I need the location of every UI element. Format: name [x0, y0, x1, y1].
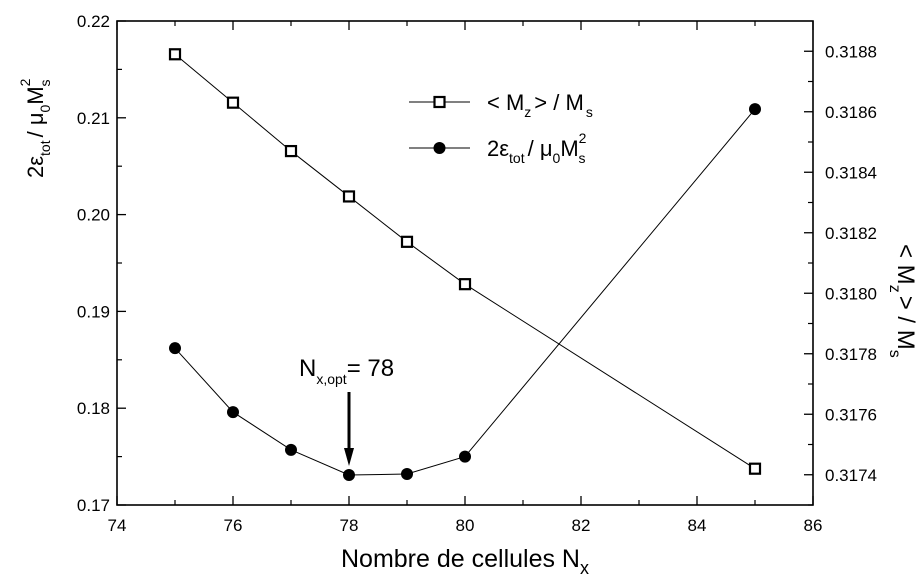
- y-left-tick-label: 0.19: [77, 302, 110, 321]
- y-right-tick-label: 0.3176: [825, 405, 877, 424]
- y-right-tick-label: 0.3180: [825, 284, 877, 303]
- series-1-point: [227, 406, 239, 419]
- series-0-line: [174, 53, 756, 470]
- y-left-tick-label: 0.22: [77, 12, 110, 31]
- series-0-point: [226, 96, 240, 109]
- x-tick-label: 76: [224, 516, 243, 535]
- y-right-tick-label: 0.3174: [825, 466, 877, 485]
- x-tick-label: 84: [688, 516, 707, 535]
- x-axis-title: Nombre de cellules Nx: [341, 545, 589, 578]
- series-1-point: [459, 450, 471, 463]
- y-right-tick-label: 0.3182: [825, 224, 877, 243]
- series-1-point: [401, 468, 413, 481]
- y-right-tick-label: 0.3184: [825, 163, 877, 182]
- series-1-point: [169, 342, 181, 355]
- series-0-point: [458, 278, 472, 291]
- series-1-point: [749, 103, 761, 116]
- series-0-point: [400, 235, 414, 248]
- y-left-axis-formula: 2εtot/ μ0M2 s: [17, 78, 53, 178]
- x-tick-label: 86: [804, 516, 823, 535]
- y-right-axis-title: < Mz> / Ms: [886, 244, 919, 358]
- series-1-point: [285, 443, 297, 456]
- annotation-label: Nx,opt= 78: [299, 355, 394, 387]
- series-0-point: [342, 190, 356, 203]
- series-1-line: [174, 108, 756, 476]
- x-tick-label: 80: [456, 516, 475, 535]
- series-0-point: [284, 144, 298, 158]
- x-tick-label: 82: [572, 516, 591, 535]
- y-left-tick-label: 0.20: [77, 206, 110, 225]
- legend-marker: [433, 142, 446, 154]
- annotation-arrowhead: [344, 448, 354, 466]
- y-left-tick-label: 0.18: [77, 399, 110, 418]
- x-tick-label: 78: [340, 516, 359, 535]
- y-left-tick-label: 0.17: [77, 496, 110, 515]
- x-tick-label: 74: [108, 516, 127, 535]
- legend-marker: [433, 95, 446, 109]
- series-1-point: [343, 468, 355, 481]
- y-right-tick-label: 0.3188: [825, 42, 877, 61]
- series-0-point: [748, 462, 762, 475]
- y-right-tick-label: 0.3186: [825, 103, 877, 122]
- series-0-point: [168, 48, 182, 61]
- legend-label: 2εtot / μ0M2 s: [487, 130, 587, 166]
- y-right-tick-label: 0.3178: [825, 345, 877, 364]
- y-left-tick-label: 0.21: [77, 109, 110, 128]
